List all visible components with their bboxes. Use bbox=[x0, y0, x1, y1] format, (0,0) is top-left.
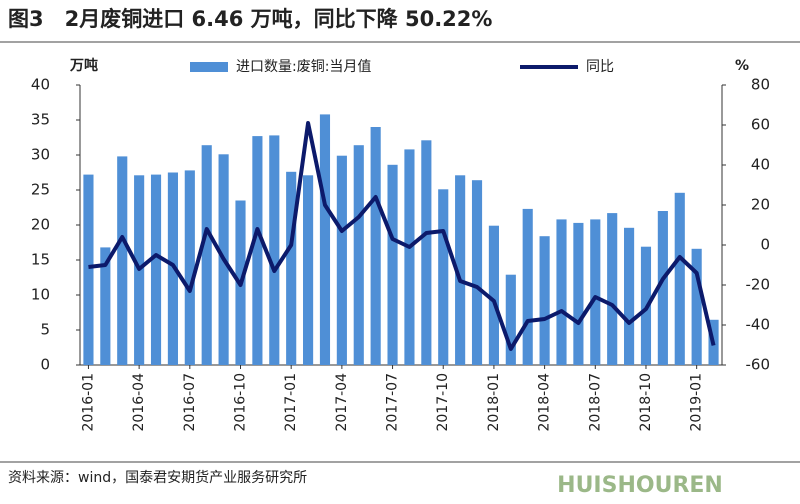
bar bbox=[100, 247, 111, 365]
x-tick-label: 2017-10 bbox=[435, 373, 451, 432]
y2-tick-label: 80 bbox=[751, 76, 770, 94]
bar bbox=[336, 155, 347, 365]
bar bbox=[657, 211, 668, 365]
y2-tick-label: -20 bbox=[746, 276, 771, 294]
x-tick-label: 2018-04 bbox=[537, 373, 553, 432]
bar bbox=[201, 145, 212, 365]
y2-tick-label: 60 bbox=[751, 116, 770, 134]
bar bbox=[471, 180, 483, 365]
y-tick-label: 35 bbox=[31, 111, 50, 129]
bar bbox=[691, 248, 702, 365]
bar bbox=[438, 189, 449, 365]
x-tick-label: 2016-10 bbox=[233, 373, 249, 432]
bar bbox=[488, 225, 499, 365]
x-tick-label: 2018-10 bbox=[638, 373, 654, 432]
x-tick-label: 2017-01 bbox=[283, 373, 299, 432]
legend-label: 同比 bbox=[586, 59, 614, 75]
y-tick-label: 0 bbox=[40, 356, 50, 374]
bar bbox=[117, 156, 128, 365]
y-axis-unit: 万吨 bbox=[69, 57, 98, 74]
bar bbox=[269, 135, 280, 365]
bar bbox=[404, 149, 415, 365]
y-tick-label: 10 bbox=[31, 286, 50, 304]
x-tick-label: 2017-07 bbox=[385, 373, 401, 432]
bar bbox=[421, 140, 432, 365]
x-tick-label: 2017-04 bbox=[334, 373, 350, 432]
legend-swatch bbox=[190, 62, 228, 72]
x-tick-label: 2016-01 bbox=[80, 373, 96, 432]
source: 资料来源：wind，国泰君安期货产业服务研究所 bbox=[8, 469, 307, 486]
bar bbox=[387, 164, 398, 365]
y2-axis-unit: % bbox=[735, 58, 749, 74]
line bbox=[88, 121, 716, 351]
bar bbox=[590, 219, 601, 365]
y2-tick-label: -40 bbox=[746, 316, 771, 334]
bar bbox=[353, 145, 364, 365]
y-tick-label: 30 bbox=[31, 146, 50, 164]
x-tick-label: 2019-01 bbox=[689, 373, 705, 432]
bar bbox=[370, 127, 381, 365]
bar bbox=[539, 236, 550, 365]
bar bbox=[674, 192, 685, 365]
bar bbox=[573, 222, 584, 365]
bar bbox=[184, 170, 195, 365]
bar bbox=[522, 208, 533, 365]
y-tick-label: 40 bbox=[31, 76, 50, 94]
y-tick-label: 25 bbox=[31, 181, 50, 199]
bar bbox=[624, 227, 635, 365]
bar bbox=[455, 175, 466, 365]
bar bbox=[83, 174, 94, 365]
y-tick-label: 15 bbox=[31, 251, 50, 269]
bar bbox=[607, 213, 618, 365]
bar bbox=[505, 274, 516, 365]
x-tick-label: 2018-07 bbox=[587, 373, 603, 432]
bar bbox=[319, 114, 331, 366]
y-tick-label: 5 bbox=[40, 321, 50, 339]
bar bbox=[556, 219, 567, 365]
chart-title: 图3 2月废铜进口 6.46 万吨，同比下降 50.22% bbox=[8, 7, 492, 31]
y2-tick-label: -60 bbox=[746, 356, 771, 374]
x-tick-label: 2016-04 bbox=[131, 373, 147, 432]
watermark: HUISHOUREN bbox=[557, 473, 723, 498]
bar bbox=[167, 172, 178, 365]
bar bbox=[303, 175, 314, 365]
y-tick-label: 20 bbox=[31, 216, 50, 234]
bar bbox=[150, 174, 162, 365]
y2-tick-label: 0 bbox=[760, 236, 770, 254]
y2-tick-label: 40 bbox=[751, 156, 770, 174]
bar bbox=[286, 171, 297, 365]
x-tick-label: 2018-01 bbox=[486, 373, 502, 432]
legend-label: 进口数量:废铜:当月值 bbox=[236, 59, 371, 75]
x-tick-label: 2016-07 bbox=[182, 373, 198, 432]
y2-tick-label: 20 bbox=[751, 196, 770, 214]
bar bbox=[252, 136, 263, 365]
